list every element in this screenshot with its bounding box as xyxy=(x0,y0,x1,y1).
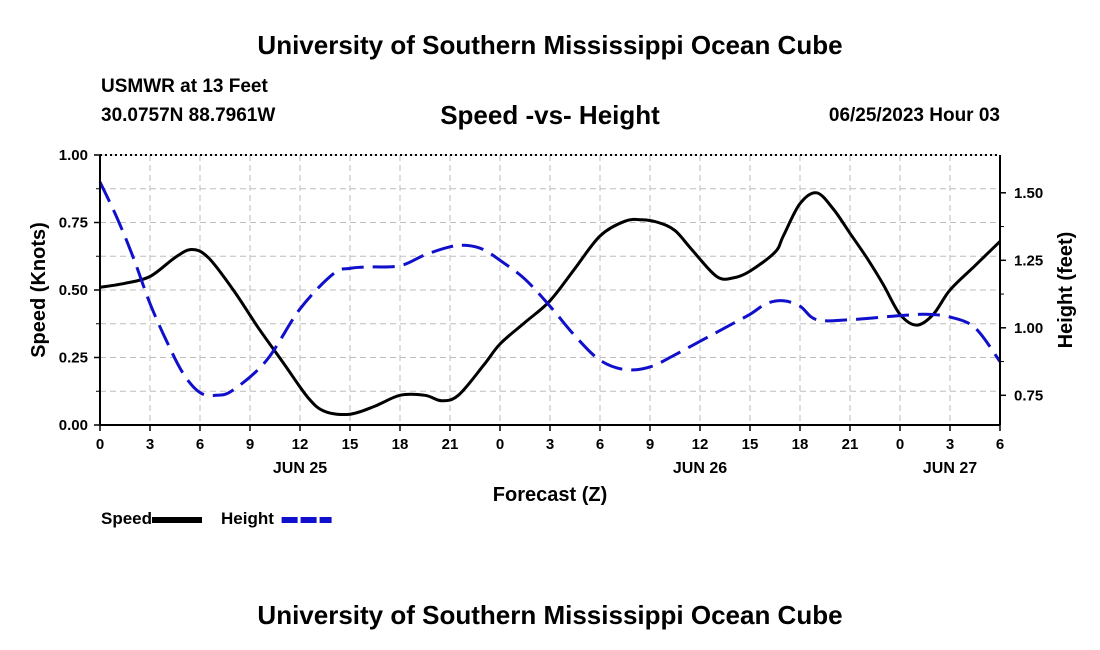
datetime-label: 06/25/2023 Hour 03 xyxy=(828,105,1000,126)
y-tick-label: 0.00 xyxy=(59,417,88,434)
x-tick-label: 15 xyxy=(742,436,759,453)
legend: Speed Height xyxy=(101,509,332,528)
x-tick-label: 12 xyxy=(292,436,309,453)
axis-ticks xyxy=(94,154,1006,431)
x-tick-label: 6 xyxy=(196,436,204,453)
x-tick-label: 21 xyxy=(442,436,459,453)
x-tick-label: 9 xyxy=(646,436,654,453)
series-lines xyxy=(98,181,1002,417)
y2-tick-label: 1.50 xyxy=(1014,185,1043,202)
coordinates-label: 30.0757N 88.7961W xyxy=(101,105,276,126)
x-tick-label: 6 xyxy=(996,436,1004,453)
date-label: JUN 27 xyxy=(923,460,977,477)
y-tick-label: 0.50 xyxy=(59,282,88,299)
date-label: JUN 25 xyxy=(273,460,327,477)
y-tick-label: 0.75 xyxy=(59,215,88,232)
x-tick-label: 18 xyxy=(792,436,809,453)
y2-tick-label: 1.25 xyxy=(1014,252,1043,269)
x-tick-label: 18 xyxy=(392,436,409,453)
x-tick-label: 3 xyxy=(146,436,154,453)
x-tick-label: 15 xyxy=(342,436,359,453)
x-tick-label: 0 xyxy=(96,436,104,453)
legend-label-speed: Speed xyxy=(101,509,152,528)
y-tick-label: 0.25 xyxy=(59,350,88,367)
legend-label-height: Height xyxy=(221,509,274,528)
y-axis-title: Speed (Knots) xyxy=(28,222,50,358)
x-tick-label: 6 xyxy=(596,436,604,453)
chart-title: Speed -vs- Height xyxy=(440,100,660,130)
main-title: University of Southern Mississippi Ocean… xyxy=(257,30,843,60)
x-tick-label: 9 xyxy=(246,436,254,453)
y2-axis-title: Height (feet) xyxy=(1055,232,1077,349)
x-tick-label: 12 xyxy=(692,436,709,453)
station-label: USMWR at 13 Feet xyxy=(101,76,268,97)
x-tick-label: 0 xyxy=(896,436,904,453)
x-axis-title: Forecast (Z) xyxy=(493,484,607,506)
y2-tick-label: 1.00 xyxy=(1014,320,1043,337)
x-tick-label: 21 xyxy=(842,436,859,453)
x-tick-label: 3 xyxy=(546,436,554,453)
footer-title: University of Southern Mississippi Ocean… xyxy=(257,600,843,630)
series-line-height xyxy=(98,181,1002,398)
y2-tick-label: 0.75 xyxy=(1014,387,1043,404)
y-tick-label: 1.00 xyxy=(59,147,88,164)
x-tick-label: 3 xyxy=(946,436,954,453)
series-line-speed xyxy=(99,191,1002,417)
axis-labels: 0 3 6 9 12 15 18 21 0 3 6 9 12 15 18 21 0 3 6 JUN 25 JUN 26 J… xyxy=(28,147,1077,506)
grid xyxy=(100,154,1000,425)
x-tick-label: 0 xyxy=(496,436,504,453)
date-label: JUN 26 xyxy=(673,460,727,477)
